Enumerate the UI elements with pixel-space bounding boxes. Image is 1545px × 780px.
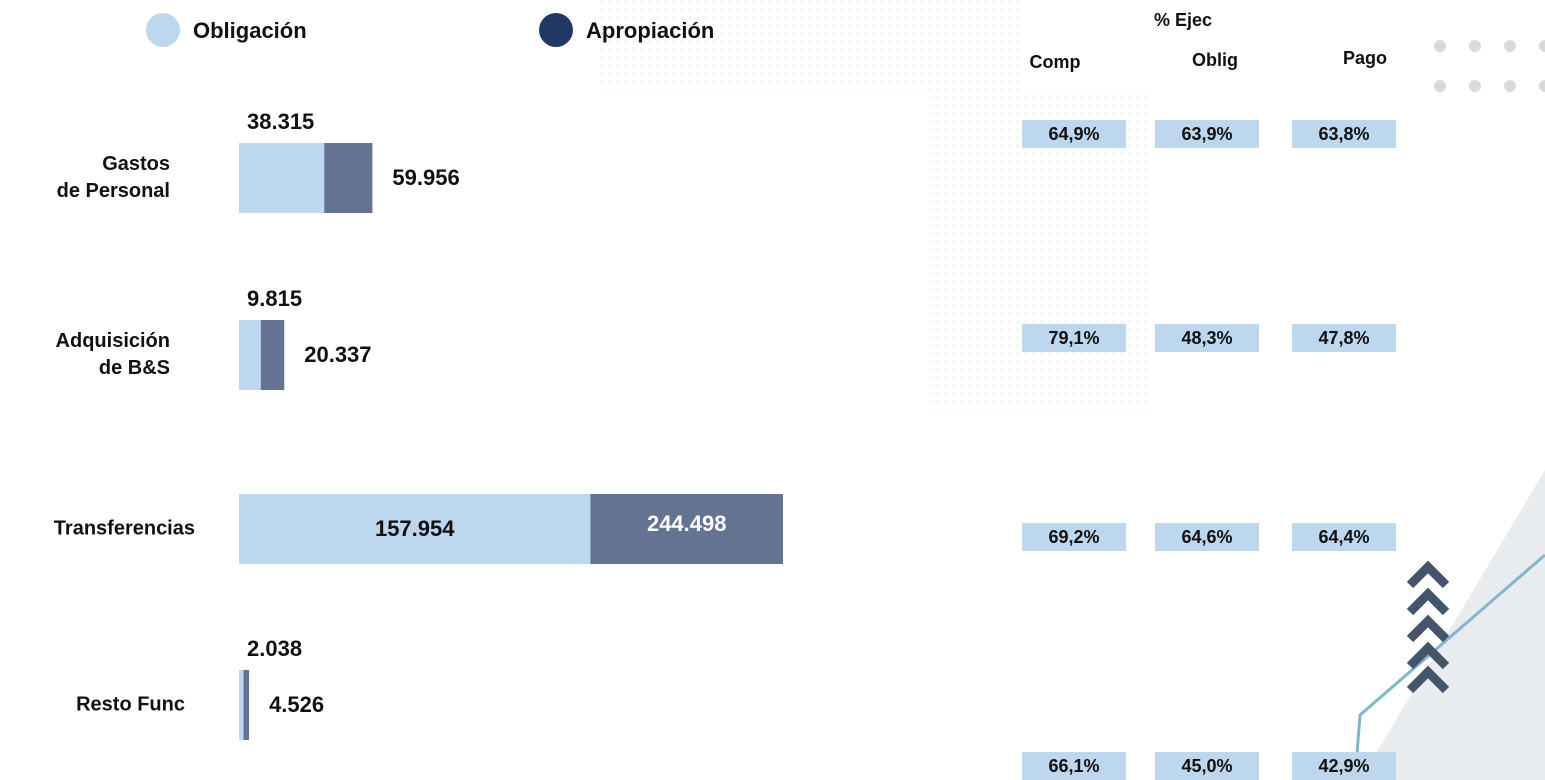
bar — [239, 320, 261, 390]
legend-label: Apropiación — [586, 16, 714, 46]
legend-dot — [146, 13, 180, 47]
value-label: 9.815 — [247, 284, 302, 314]
legend-dot — [539, 13, 573, 47]
table-value: 69,2% — [1048, 525, 1099, 549]
table-value: 63,9% — [1181, 122, 1232, 146]
table-value: 64,4% — [1318, 525, 1369, 549]
category-label: Resto Func — [76, 692, 185, 719]
value-label: 157.954 — [375, 514, 455, 544]
table-value: 42,9% — [1318, 754, 1369, 778]
column-header: Pago — [1343, 46, 1387, 70]
value-label: 244.498 — [647, 509, 727, 539]
legend-label: Obligación — [193, 16, 307, 46]
bar — [239, 143, 324, 213]
table-value: 66,1% — [1048, 754, 1099, 778]
triangle-decoration — [1360, 470, 1545, 780]
value-label: 2.038 — [247, 634, 302, 664]
value-label: 38.315 — [247, 107, 314, 137]
table-value: 64,6% — [1181, 525, 1232, 549]
value-label: 4.526 — [269, 690, 324, 720]
table-value: 64,9% — [1048, 122, 1099, 146]
dot-decoration — [1434, 40, 1545, 92]
column-header: Oblig — [1192, 48, 1238, 72]
category-label: Gastos de Personal — [57, 151, 170, 205]
bar — [239, 670, 244, 740]
table-value: 47,8% — [1318, 326, 1369, 350]
chart — [0, 0, 1545, 780]
table-value: 63,8% — [1318, 122, 1369, 146]
table-title: % Ejec — [1154, 8, 1212, 32]
table-value: 48,3% — [1181, 326, 1232, 350]
value-label: 20.337 — [304, 340, 371, 370]
category-label: Adquisición de B&S — [56, 328, 170, 382]
column-header: Comp — [1030, 50, 1081, 74]
value-label: 59.956 — [392, 163, 459, 193]
table-value: 45,0% — [1181, 754, 1232, 778]
slide: Obligación Apropiación Gastos de Personal 3… — [0, 0, 1545, 780]
table-value: 79,1% — [1048, 326, 1099, 350]
category-label: Transferencias — [54, 516, 195, 543]
